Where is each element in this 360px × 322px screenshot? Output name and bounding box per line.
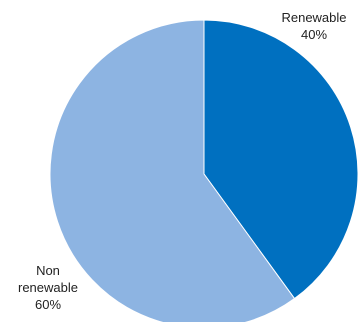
slice-name-non-renewable-line2: renewable bbox=[18, 280, 78, 295]
slice-value-non-renewable: 60% bbox=[34, 297, 62, 312]
slice-name-renewable: Renewable bbox=[281, 10, 347, 25]
slice-label-renewable: Renewable 40% bbox=[268, 9, 360, 43]
slice-name-non-renewable-line1: Non bbox=[36, 263, 60, 278]
slice-label-non-renewable: Non renewable 60% bbox=[0, 262, 96, 313]
slice-value-renewable: 40% bbox=[300, 27, 328, 42]
pie-slice-non-renewable bbox=[49, 19, 296, 322]
pie-slice-renewable bbox=[203, 19, 359, 300]
